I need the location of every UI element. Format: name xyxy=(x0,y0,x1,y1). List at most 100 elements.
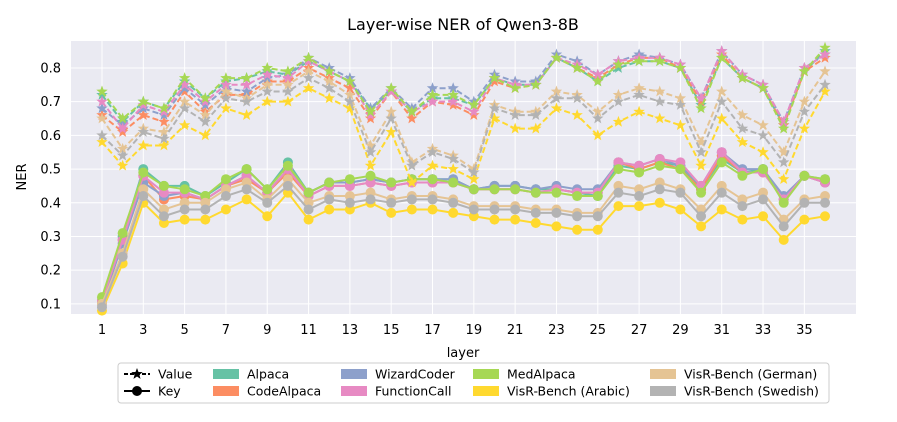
key-point xyxy=(303,214,314,225)
x-tick-label: 33 xyxy=(755,323,772,338)
key-point xyxy=(675,187,686,198)
value-point xyxy=(674,119,687,131)
x-tick-label: 11 xyxy=(300,323,317,338)
key-point xyxy=(468,184,479,195)
x-tick-label: 25 xyxy=(590,323,607,338)
legend-item-alpaca: Alpaca xyxy=(213,367,289,382)
value-point xyxy=(178,82,191,94)
legend-label: Key xyxy=(158,384,181,399)
key-point xyxy=(117,228,128,239)
key-point xyxy=(799,197,810,208)
key-point xyxy=(448,177,459,188)
value-point xyxy=(798,95,811,107)
legend-swatch xyxy=(341,369,367,379)
value-point xyxy=(158,132,170,144)
value-point xyxy=(116,159,129,171)
value-point xyxy=(96,85,108,97)
value-point xyxy=(488,72,501,83)
value-point xyxy=(468,166,480,178)
key-point xyxy=(179,184,190,195)
value-point xyxy=(116,112,129,124)
key-point xyxy=(282,180,293,191)
value-point xyxy=(819,51,831,63)
value-point xyxy=(612,88,625,100)
value-point xyxy=(137,99,150,110)
value-point xyxy=(385,82,397,94)
key-point xyxy=(530,218,541,228)
legend-label: VisR-Bench (Arabic) xyxy=(507,384,630,399)
x-tick-label: 21 xyxy=(507,323,524,338)
key-point xyxy=(510,214,521,225)
value-point xyxy=(757,129,769,141)
value-point xyxy=(199,109,211,120)
value-point xyxy=(137,109,150,120)
value-point xyxy=(571,109,583,120)
key-point xyxy=(530,187,541,198)
x-tick-label: 15 xyxy=(383,323,400,338)
value-point xyxy=(302,72,315,83)
value-point xyxy=(777,115,790,127)
value-point xyxy=(550,85,563,97)
value-point xyxy=(757,82,769,94)
key-point xyxy=(572,191,583,202)
value-point xyxy=(798,122,811,134)
key-point xyxy=(303,204,314,215)
value-point xyxy=(468,99,480,110)
value-point xyxy=(137,95,150,107)
value-point xyxy=(220,92,232,104)
value-point xyxy=(509,122,521,134)
value-point xyxy=(674,99,687,110)
value-point xyxy=(178,102,191,114)
key-point xyxy=(758,211,769,222)
value-point xyxy=(654,55,666,67)
key-point xyxy=(820,211,831,222)
value-point xyxy=(220,102,232,114)
value-point xyxy=(468,109,480,120)
key-point xyxy=(696,221,707,232)
value-point xyxy=(385,112,397,124)
value-point xyxy=(695,102,707,114)
key-point xyxy=(634,201,645,212)
key-point xyxy=(489,184,500,195)
key-point xyxy=(820,197,831,208)
key-point xyxy=(448,207,459,218)
value-point xyxy=(654,85,666,97)
y-tick-label: 0.4 xyxy=(40,196,61,211)
key-point xyxy=(737,214,748,225)
value-point xyxy=(116,149,129,161)
value-point xyxy=(674,61,687,73)
key-point xyxy=(220,191,231,202)
value-point xyxy=(530,109,542,120)
key-point xyxy=(406,194,417,205)
x-tick-label: 13 xyxy=(342,323,359,338)
value-line-functioncall xyxy=(101,49,826,131)
value-point xyxy=(819,48,831,60)
y-tick-label: 0.5 xyxy=(40,163,61,178)
key-point xyxy=(799,170,810,181)
value-point xyxy=(344,75,356,87)
y-tick-label: 0.8 xyxy=(40,61,61,76)
value-point xyxy=(426,146,439,158)
value-point xyxy=(344,88,356,100)
key-point xyxy=(675,164,686,175)
key-point xyxy=(158,180,169,191)
plot-area xyxy=(71,41,856,314)
value-point xyxy=(571,61,583,73)
value-point xyxy=(364,139,377,151)
key-point xyxy=(572,224,583,235)
key-point xyxy=(96,302,107,313)
value-point xyxy=(199,129,211,141)
value-point xyxy=(695,146,707,158)
key-point xyxy=(820,174,831,185)
value-point xyxy=(612,95,625,107)
value-point xyxy=(777,146,790,158)
value-line-visr-bench-arabic xyxy=(101,87,826,185)
value-point xyxy=(488,75,501,87)
key-point xyxy=(324,194,335,205)
key-point xyxy=(778,197,789,208)
value-point xyxy=(592,129,604,141)
value-point xyxy=(178,85,191,97)
value-point xyxy=(716,112,728,124)
value-point xyxy=(716,85,728,97)
key-point xyxy=(200,204,211,215)
